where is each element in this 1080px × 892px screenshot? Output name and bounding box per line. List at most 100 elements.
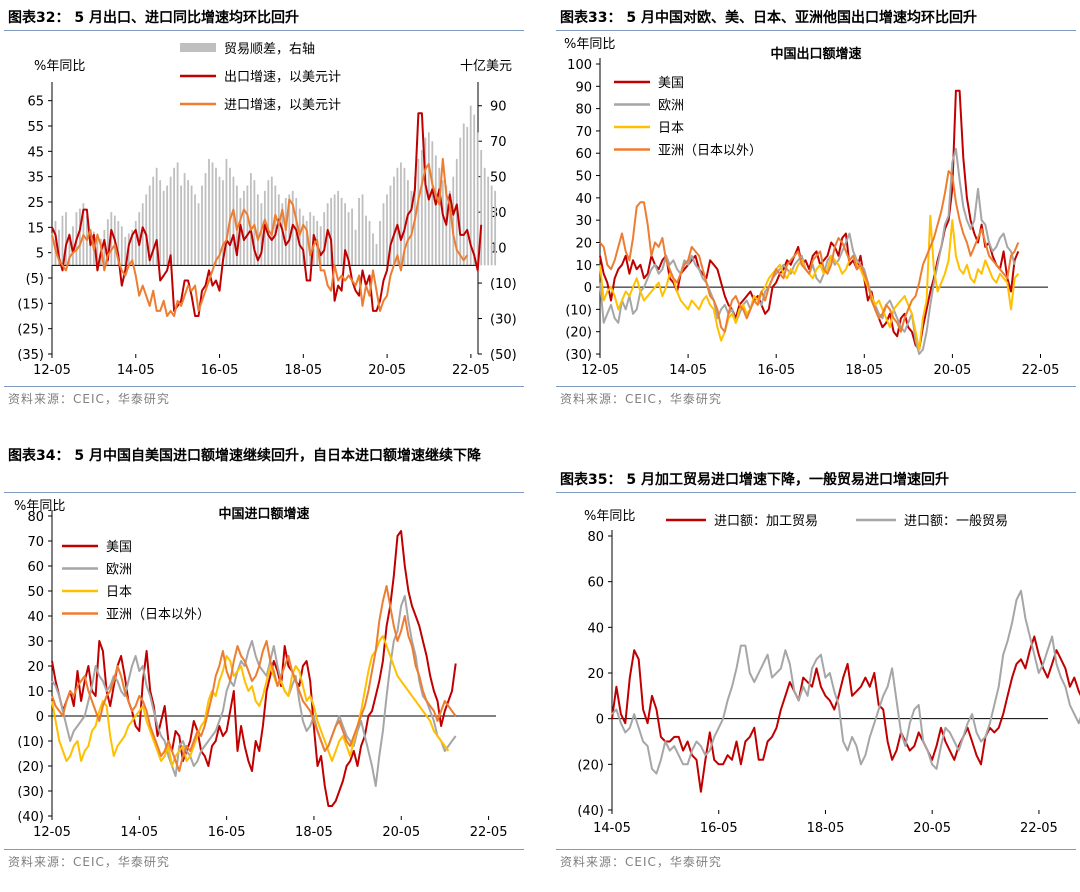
trade-surplus-bar	[267, 180, 270, 266]
series-line	[599, 214, 1020, 351]
chart-panel-35: 图表35： 5 月加工贸易进口增速下降，一般贸易进口增速回升 80 60 40 20 0…	[552, 462, 1080, 879]
trade-surplus-bar	[459, 137, 462, 266]
trade-surplus-bar	[215, 167, 217, 266]
source-note: 资料来源：CEIC，华泰研究	[8, 392, 170, 406]
y-right-axis-label: 十亿美元	[460, 59, 512, 74]
legend-label: 美国	[106, 540, 132, 555]
y-right-tick-label: (10)	[490, 277, 517, 292]
trade-surplus-bar	[124, 236, 127, 266]
chart-plot: 80 60 40 20 0 (20) (40) 14-05 16-05 18-05 20-05 22-…	[577, 509, 1080, 836]
series-line	[51, 635, 450, 767]
trade-surplus-bar	[58, 229, 60, 266]
y-tick-label: (35)	[17, 348, 44, 363]
trade-surplus-bar	[400, 162, 402, 266]
title-divider	[556, 30, 1076, 31]
trade-surplus-bar	[277, 194, 280, 266]
y-tick-label: (20)	[565, 326, 592, 341]
trade-surplus-bar	[96, 233, 99, 266]
x-tick-label: 20-05	[913, 821, 951, 836]
y-tick-label: (40)	[17, 810, 44, 825]
y-tick-label: 30	[27, 635, 44, 650]
title-divider	[4, 30, 524, 31]
trade-surplus-bar	[431, 141, 434, 266]
trade-surplus-bar	[483, 167, 486, 266]
trade-surplus-bar	[473, 114, 476, 266]
x-tick-label: 16-05	[201, 363, 239, 378]
trade-surplus-bar	[106, 219, 109, 266]
y-tick-label: 50	[27, 585, 44, 600]
x-tick-label: 22-05	[452, 363, 490, 378]
legend-swatch	[180, 43, 216, 52]
y-tick-label: 40	[587, 621, 604, 636]
y-tick-label: 60	[27, 560, 44, 575]
trade-surplus-bar	[117, 221, 120, 266]
trade-surplus-bar	[424, 137, 427, 266]
trade-surplus-bar	[54, 221, 57, 266]
series-line	[51, 585, 457, 772]
y-tick-label: 65	[27, 95, 44, 110]
trade-surplus-bar	[487, 176, 490, 266]
x-tick-label: 18-05	[845, 363, 883, 378]
trade-surplus-bar	[323, 212, 326, 266]
trade-surplus-bar	[330, 197, 333, 266]
chart-inner-title: 中国出口额增速	[770, 46, 861, 62]
trade-surplus-bar	[249, 173, 252, 266]
trade-surplus-bar	[309, 212, 312, 266]
trade-surplus-bar	[347, 212, 350, 266]
series-line	[51, 112, 483, 317]
trade-surplus-bar	[159, 180, 162, 266]
trade-surplus-bar	[494, 190, 497, 266]
y-right-tick-label: (30)	[490, 313, 517, 328]
trade-surplus-bar	[68, 233, 71, 266]
series-line	[611, 589, 1080, 775]
series-line	[51, 530, 457, 807]
y-tick-label: 70	[27, 535, 44, 550]
trade-surplus-bar	[134, 221, 137, 266]
trade-surplus-bar	[420, 150, 423, 266]
trade-surplus-bar	[243, 190, 245, 266]
chart-panel-34: 图表34： 5 月中国自美国进口额增速继续回升，自日本进口额增速继续下降 80 7…	[0, 438, 528, 879]
trade-surplus-bar	[246, 185, 249, 266]
trade-surplus-bar	[441, 180, 444, 266]
x-tick-label: 12-05	[33, 825, 71, 840]
trade-surplus-bar	[382, 203, 385, 266]
trade-surplus-bar	[72, 226, 74, 266]
trade-surplus-bar	[375, 244, 378, 266]
y-tick-label: 45	[27, 145, 44, 160]
y-tick-label: 20	[587, 667, 604, 682]
y-tick-label: 70	[575, 125, 592, 140]
y-axis-label: %年同比	[584, 509, 635, 524]
y-tick-label: 80	[27, 510, 44, 525]
y-right-tick-label: 10	[490, 242, 507, 257]
trade-surplus-bar	[194, 194, 196, 266]
y-right-tick-label: 70	[490, 135, 507, 150]
chart-plot: 65 55 45 35 25 15 5 (5) (15) (25) (35) 90 70 50 30 10 (1…	[17, 42, 517, 378]
trade-surplus-bar	[260, 203, 263, 266]
trade-surplus-bar	[354, 229, 357, 266]
y-tick-label: 40	[27, 610, 44, 625]
trade-surplus-bar	[253, 180, 256, 266]
legend-label: 贸易顺差，右轴	[224, 42, 315, 57]
y-right-tick-label: 90	[490, 100, 507, 115]
trade-surplus-bar	[393, 176, 395, 266]
trade-surplus-bar	[358, 197, 360, 266]
legend-label: 进口增速，以美元计	[224, 98, 341, 113]
trade-surplus-bar	[351, 208, 353, 266]
chart-title: 图表34： 5 月中国自美国进口额增速继续回升，自日本进口额增速继续下降	[8, 448, 481, 464]
title-divider	[556, 492, 1076, 493]
trade-surplus-bar	[183, 173, 186, 266]
series-line	[51, 157, 469, 317]
y-tick-label: 0	[584, 281, 592, 296]
x-tick-label: 12-05	[581, 363, 619, 378]
x-tick-label: 16-05	[208, 825, 246, 840]
y-tick-label: 0	[596, 713, 604, 728]
y-tick-label: (25)	[17, 323, 44, 338]
x-tick-label: 20-05	[382, 825, 420, 840]
trade-surplus-bar	[417, 158, 420, 266]
trade-surplus-bar	[403, 167, 406, 266]
series-line	[599, 89, 1020, 351]
y-tick-label: (20)	[17, 760, 44, 775]
legend-label: 进口额：加工贸易	[714, 514, 818, 529]
trade-surplus-bar	[274, 185, 277, 266]
y-tick-label: 55	[27, 120, 44, 135]
